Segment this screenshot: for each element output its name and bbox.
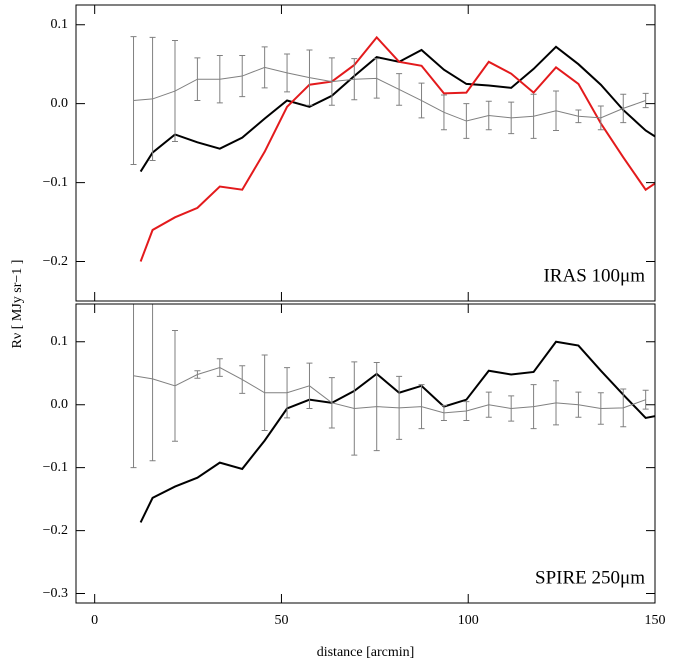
y-tick-label: −0.2: [43, 523, 68, 538]
error-bar: [575, 391, 582, 418]
error-bar: [239, 365, 246, 394]
error-bar: [216, 55, 223, 104]
y-tick-label: 0.0: [51, 96, 69, 111]
error-bar: [351, 361, 358, 456]
error-bar: [351, 58, 358, 101]
error-bar: [463, 103, 470, 139]
data-line: [139, 35, 655, 262]
error-bar: [575, 109, 582, 124]
error-bar: [597, 392, 604, 425]
error-bar: [485, 100, 492, 131]
error-bar: [171, 40, 178, 143]
error-bar: [130, 36, 137, 165]
y-tick-label: 0.1: [51, 334, 69, 349]
error-bar: [284, 367, 291, 419]
error-bar: [440, 404, 447, 421]
error-bar: [284, 53, 291, 93]
x-tick-label: 100: [458, 613, 479, 628]
error-bar: [620, 93, 627, 124]
error-bar: [328, 377, 335, 429]
error-bar: [396, 73, 403, 106]
error-bar: [642, 389, 649, 410]
frame: [75, 303, 656, 604]
error-bar: [216, 358, 223, 377]
plot-area: [130, 35, 655, 262]
x-tick-label: 0: [91, 613, 98, 628]
annotation: SPIRE 250μm: [535, 567, 645, 588]
error-bar: [553, 380, 560, 426]
error-bar: [194, 57, 201, 102]
y-tick-label: −0.1: [43, 460, 68, 475]
error-bar: [373, 362, 380, 452]
error-bar: [171, 329, 178, 442]
x-axis-label: distance [arcmin]: [317, 645, 415, 660]
error-bar: [485, 391, 492, 418]
y-tick-label: 0.1: [51, 17, 69, 32]
error-bar: [597, 105, 604, 131]
y-tick-label: −0.2: [43, 254, 68, 269]
error-bar: [194, 370, 201, 379]
error-bar: [530, 384, 537, 430]
y-tick-label: −0.3: [43, 586, 68, 601]
error-bar: [418, 384, 425, 430]
error-bar: [306, 49, 313, 106]
error-bar: [530, 93, 537, 139]
annotation: IRAS 100μm: [543, 265, 645, 286]
error-bar: [328, 57, 335, 106]
error-bar: [508, 101, 515, 135]
frame: [75, 4, 656, 302]
data-line: [133, 66, 646, 122]
error-bar: [261, 46, 268, 89]
error-bar: [508, 395, 515, 422]
x-tick-label: 150: [645, 613, 666, 628]
plot-area: [130, 304, 655, 523]
error-bar: [373, 58, 380, 99]
error-bar: [463, 401, 470, 421]
y-axis-label: Rν [ MJy sr−1 ]: [10, 260, 25, 349]
error-bar: [418, 82, 425, 119]
error-bar: [440, 94, 447, 131]
error-bar: [149, 36, 156, 161]
error-bar: [130, 304, 137, 469]
error-bar: [239, 55, 246, 98]
error-bar: [553, 90, 560, 132]
x-tick-label: 50: [274, 613, 288, 628]
error-bar: [620, 388, 627, 428]
error-bar: [306, 362, 313, 409]
error-bar: [642, 92, 649, 109]
y-tick-label: −0.1: [43, 175, 68, 190]
error-bar: [396, 375, 403, 440]
data-line: [133, 367, 646, 414]
error-bar: [261, 354, 268, 432]
error-bar: [149, 304, 156, 462]
y-tick-label: 0.0: [51, 397, 69, 412]
